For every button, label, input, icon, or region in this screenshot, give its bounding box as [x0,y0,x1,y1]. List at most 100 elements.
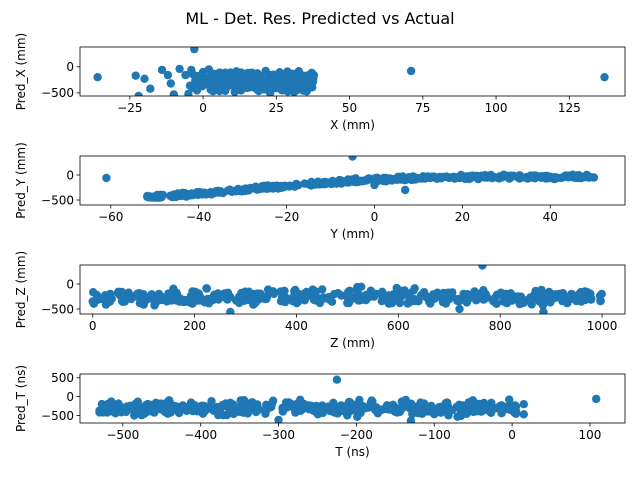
data-point [134,91,143,96]
subplots: −25 0 25 50 75 100 125 0 −500 X (mm) Pred_X (mm) −6… [14,33,626,459]
y-tick-label: −500 [41,302,74,316]
data-point [272,182,281,191]
data-point [427,401,436,411]
data-point [199,297,208,306]
data-point [88,297,97,306]
data-point [300,179,309,188]
data-point [455,297,464,306]
data-point [420,174,430,183]
data-point [379,404,389,414]
data-point [502,298,512,308]
data-point [247,291,256,300]
y-tick-label: 500 [51,371,74,385]
figure-title: ML - Det. Res. Predicted vs Actual [185,9,454,28]
data-point [444,411,453,420]
data-point [187,65,196,75]
data-point [264,184,274,193]
data-point [294,67,303,76]
data-point [204,65,214,74]
data-point [225,185,234,194]
subplot-4: −500 −400 −300 −200 −100 0 100 500 0 −500 T (ns) Pr… [14,365,626,459]
data-point [398,174,407,183]
x-tick-label: 0 [508,428,516,442]
subplot-3: 0 200 400 600 800 1000 0 −500 Z (mm) Pred_Z (mm) [14,251,626,350]
data-point [226,402,236,412]
data-point [367,396,376,405]
data-point [475,399,484,409]
data-point [379,173,388,183]
data-point [320,178,330,187]
data-point [172,290,182,299]
data-point [104,402,114,412]
data-point [404,173,413,182]
data-point [200,406,210,416]
data-point [163,397,172,406]
data-point [284,86,294,95]
data-point [597,289,606,299]
data-point [309,404,318,413]
x-tick-label: −25 [117,101,142,115]
data-point [117,408,126,417]
data-point [134,401,143,411]
data-point [302,78,311,87]
data-point [284,74,293,84]
data-point [251,298,260,307]
data-point [157,192,166,202]
y-axis-label: Pred_X (mm) [14,33,28,110]
data-point [106,289,115,299]
scatter-points [102,156,599,202]
data-point [95,408,104,417]
x-tick-label: 125 [558,101,581,115]
data-point [409,286,418,295]
data-point [592,394,601,404]
data-point [515,171,524,180]
data-point [410,402,420,411]
data-point [372,403,381,412]
data-point [582,171,591,181]
data-point [102,173,111,183]
data-point [568,294,577,303]
data-point [478,265,487,270]
data-point [146,84,155,93]
data-point [212,293,221,302]
data-point [346,292,355,301]
data-point [157,65,167,75]
data-point [290,290,300,299]
data-point [406,416,416,423]
data-point [426,299,435,308]
data-point [267,399,277,408]
data-point [576,287,586,297]
data-point [517,294,526,303]
x-tick-label: 100 [485,101,508,115]
subplot-1: −25 0 25 50 75 100 125 0 −500 X (mm) Pred_X (mm) [14,33,626,132]
y-tick-label: 0 [66,390,74,404]
data-point [226,307,235,314]
data-point [218,73,227,82]
x-axis-label: X (mm) [330,118,375,132]
data-point [186,401,196,411]
data-point [600,73,609,82]
x-tick-label: −500 [106,428,139,442]
data-point [309,295,319,305]
data-point [163,70,173,80]
data-point [510,408,519,417]
data-point [386,401,396,410]
data-point [236,396,245,405]
data-point [577,297,586,306]
data-point [537,298,546,307]
data-point [353,284,362,293]
data-point [243,409,252,418]
x-tick-label: −400 [184,428,217,442]
data-point [202,284,211,293]
data-point [156,402,165,411]
data-point [190,294,199,303]
x-tick-label: −100 [418,428,451,442]
data-point [483,293,492,302]
y-tick-label: −500 [41,409,74,423]
data-point [329,402,339,411]
scatter-points [88,265,606,314]
data-point [179,297,188,307]
data-point [290,405,300,415]
data-point [149,295,158,305]
